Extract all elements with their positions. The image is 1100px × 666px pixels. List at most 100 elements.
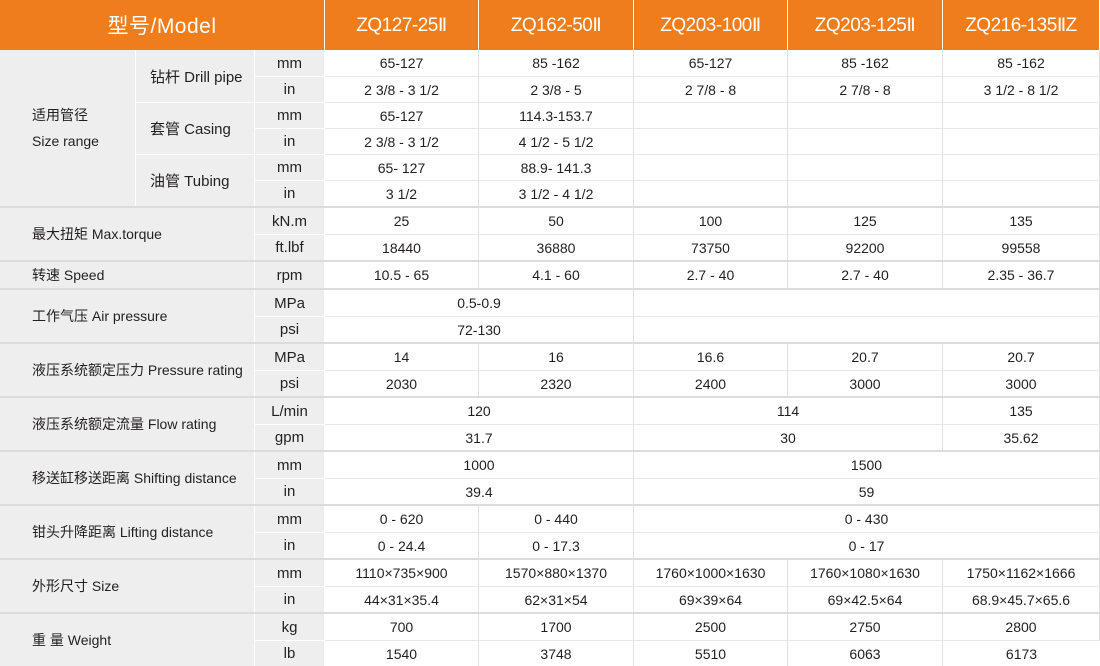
value-cell: 2320: [479, 370, 634, 396]
value-cell: 99558: [943, 234, 1100, 260]
model-header-4: ZQ203-125Ⅱ: [788, 0, 943, 50]
model-header-1: ZQ127-25Ⅱ: [325, 0, 479, 50]
unit-label: in: [255, 478, 325, 504]
unit-label: rpm: [255, 262, 325, 288]
unit-label: mm: [255, 102, 325, 128]
row-separator: [0, 558, 1100, 560]
value-cell: 3 1/2 - 8 1/2: [943, 76, 1100, 102]
lifting-distance-label: 钳头升降距离 Lifting distance: [0, 506, 255, 558]
value-cell: 85 -162: [943, 50, 1100, 76]
value-cell: 50: [479, 208, 634, 234]
value-cell: 0 - 620: [325, 506, 479, 532]
value-cell: 35.62: [943, 424, 1100, 450]
unit-label: mm: [255, 50, 325, 76]
value-cell: 0 - 17: [634, 532, 1100, 558]
value-cell: 2400: [634, 370, 788, 396]
row-separator: [0, 396, 1100, 398]
value-cell: 18440: [325, 234, 479, 260]
value-cell: 85 -162: [788, 50, 943, 76]
value-cell: 0.5-0.9: [325, 290, 634, 316]
value-cell: 0 - 440: [479, 506, 634, 532]
row-separator: [0, 612, 1100, 614]
value-cell: 59: [634, 478, 1100, 504]
value-cell: 2 7/8 - 8: [634, 76, 788, 102]
empty-cell: [634, 154, 788, 180]
empty-cell: [788, 180, 943, 206]
value-cell: 44×31×35.4: [325, 586, 479, 612]
unit-label: mm: [255, 560, 325, 586]
value-cell: 2800: [943, 614, 1100, 640]
unit-label: gpm: [255, 424, 325, 450]
value-cell: 88.9- 141.3: [479, 154, 634, 180]
value-cell: 2750: [788, 614, 943, 640]
value-cell: 36880: [479, 234, 634, 260]
model-header: 型号/Model: [0, 0, 325, 50]
value-cell: 2.35 - 36.7: [943, 262, 1100, 288]
unit-label: mm: [255, 506, 325, 532]
size-range-label-cn: 适用管径: [32, 107, 88, 123]
unit-label: in: [255, 76, 325, 102]
value-cell: 0 - 24.4: [325, 532, 479, 558]
value-cell: 16.6: [634, 344, 788, 370]
empty-cell: [943, 102, 1100, 128]
unit-label: mm: [255, 154, 325, 180]
value-cell: 5510: [634, 640, 788, 666]
max-torque-label: 最大扭矩 Max.torque: [0, 208, 255, 260]
value-cell: 0 - 17.3: [479, 532, 634, 558]
value-cell: 3748: [479, 640, 634, 666]
value-cell: 30: [634, 424, 943, 450]
unit-label: psi: [255, 370, 325, 396]
unit-label: in: [255, 586, 325, 612]
empty-cell: [943, 128, 1100, 154]
value-cell: 69×39×64: [634, 586, 788, 612]
empty-cell: [788, 128, 943, 154]
value-cell: 10.5 - 65: [325, 262, 479, 288]
value-cell: 4.1 - 60: [479, 262, 634, 288]
value-cell: 2030: [325, 370, 479, 396]
row-separator: [0, 288, 1100, 290]
value-cell: 700: [325, 614, 479, 640]
value-cell: 2 3/8 - 5: [479, 76, 634, 102]
empty-cell: [943, 154, 1100, 180]
unit-label: mm: [255, 452, 325, 478]
unit-label: ft.lbf: [255, 234, 325, 260]
value-cell: 39.4: [325, 478, 634, 504]
value-cell: 2 7/8 - 8: [788, 76, 943, 102]
value-cell: 65- 127: [325, 154, 479, 180]
size-range-label: 适用管径 Size range: [0, 50, 136, 206]
drill-pipe-label: 钻杆 Drill pipe: [136, 50, 255, 102]
value-cell: 20.7: [943, 344, 1100, 370]
value-cell: 3000: [943, 370, 1100, 396]
value-cell: 3 1/2 - 4 1/2: [479, 180, 634, 206]
value-cell: 2 3/8 - 3 1/2: [325, 128, 479, 154]
value-cell: 4 1/2 - 5 1/2: [479, 128, 634, 154]
value-cell: 1570×880×1370: [479, 560, 634, 586]
value-cell: 1000: [325, 452, 634, 478]
row-separator: [0, 504, 1100, 506]
value-cell: 0 - 430: [634, 506, 1100, 532]
empty-cell: [634, 290, 1100, 316]
value-cell: 68.9×45.7×65.6: [943, 586, 1100, 612]
value-cell: 1750×1162×1666: [943, 560, 1100, 586]
empty-cell: [788, 154, 943, 180]
speed-label: 转速 Speed: [0, 262, 255, 288]
value-cell: 125: [788, 208, 943, 234]
value-cell: 1760×1080×1630: [788, 560, 943, 586]
model-header-2: ZQ162-50Ⅱ: [479, 0, 634, 50]
value-cell: 2 3/8 - 3 1/2: [325, 76, 479, 102]
value-cell: 20.7: [788, 344, 943, 370]
value-cell: 120: [325, 398, 634, 424]
row-separator: [0, 260, 1100, 262]
value-cell: 1760×1000×1630: [634, 560, 788, 586]
air-pressure-label: 工作气压 Air pressure: [0, 290, 255, 342]
value-cell: 3000: [788, 370, 943, 396]
value-cell: 1110×735×900: [325, 560, 479, 586]
value-cell: 92200: [788, 234, 943, 260]
value-cell: 31.7: [325, 424, 634, 450]
flow-rating-label: 液压系统额定流量 Flow rating: [0, 398, 255, 450]
empty-cell: [634, 102, 788, 128]
value-cell: 114.3-153.7: [479, 102, 634, 128]
value-cell: 1540: [325, 640, 479, 666]
unit-label: MPa: [255, 344, 325, 370]
empty-cell: [634, 128, 788, 154]
